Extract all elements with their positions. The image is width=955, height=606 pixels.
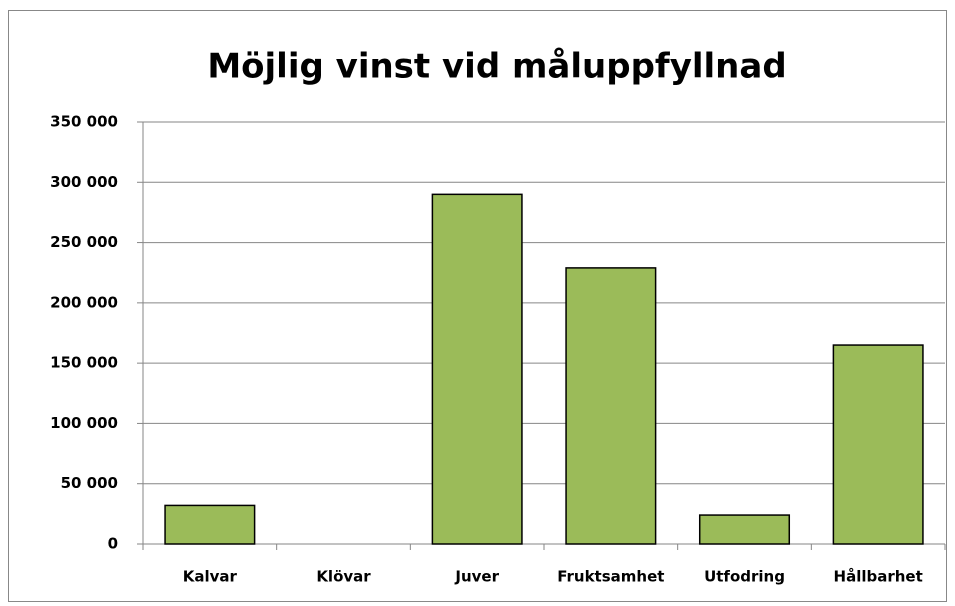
chart-title: Möjlig vinst vid måluppfyllnad [207,47,786,87]
bar [698,514,791,545]
bar [431,193,523,545]
y-tick-label: 150 000 [50,354,118,372]
x-tick-label: Juver [454,568,499,586]
x-tick-label: Fruktsamhet [557,568,664,586]
y-tick-label: 200 000 [50,293,118,311]
y-tick-label: 300 000 [50,173,118,191]
y-tick-label: 350 000 [50,113,118,131]
x-tick-label: Kalvar [183,568,238,586]
x-tick-label: Hållbarhet [834,568,923,586]
bar [164,504,256,545]
y-tick-label: 100 000 [50,414,118,432]
bar [565,267,657,545]
x-tick-label: Klövar [316,568,371,586]
bar [832,344,924,545]
y-tick-label: 250 000 [50,233,118,251]
y-tick-label: 0 [108,535,118,553]
x-tick-label: Utfodring [704,568,785,586]
y-tick-label: 50 000 [61,474,118,492]
